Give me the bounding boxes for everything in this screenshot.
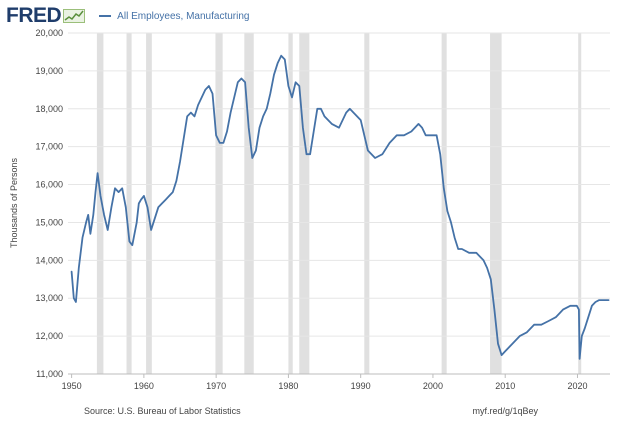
plot-background	[68, 33, 610, 374]
recession-band	[364, 33, 370, 374]
legend-label: All Employees, Manufacturing	[117, 10, 250, 22]
y-tick-label: 20,000	[35, 28, 63, 38]
legend: All Employees, Manufacturing	[99, 11, 249, 22]
x-tick-label: 2010	[495, 381, 515, 391]
recession-band	[578, 33, 582, 374]
x-tick-label: 1960	[134, 381, 154, 391]
y-tick-label: 19,000	[35, 66, 63, 76]
legend-swatch	[99, 15, 112, 17]
recession-band	[96, 33, 104, 374]
recession-band	[126, 33, 132, 374]
sparkline-logo-icon	[63, 9, 86, 23]
x-tick-label: 1970	[206, 381, 226, 391]
x-tick-label: 2000	[423, 381, 443, 391]
recession-band	[146, 33, 152, 374]
recession-band	[288, 33, 293, 374]
short-link[interactable]: myf.red/g/1qBey	[472, 406, 538, 416]
y-axis-ticks: 11,000 12,000 13,000 14,000 15,000 16,000 17,0…	[35, 28, 63, 379]
source-note: Source: U.S. Bureau of Labor Statistics	[84, 406, 241, 416]
recession-band	[299, 33, 310, 374]
fred-logo-text: FRED	[6, 4, 62, 27]
recession-band	[244, 33, 254, 374]
recession-band	[490, 33, 502, 374]
fred-logo[interactable]: FRED	[6, 4, 86, 28]
gridlines	[68, 32, 610, 375]
y-tick-label: 13,000	[35, 293, 63, 303]
series-line	[70, 54, 610, 360]
y-tick-label: 15,000	[35, 217, 63, 227]
y-axis-title: Thousands of Persons	[9, 157, 19, 248]
y-tick-label: 18,000	[35, 104, 63, 114]
x-tick-label: 1950	[62, 381, 82, 391]
y-tick-label: 16,000	[35, 180, 63, 190]
x-axis-ticks: 1950 1960 1970 1980 1990 2000 2010 2020	[62, 374, 587, 391]
recession-band	[441, 33, 447, 374]
series-layer	[70, 54, 610, 360]
y-tick-label: 11,000	[36, 369, 63, 379]
x-tick-label: 1980	[278, 381, 298, 391]
y-tick-label: 17,000	[35, 142, 63, 152]
y-tick-label: 12,000	[35, 331, 63, 341]
x-tick-label: 2020	[567, 381, 587, 391]
y-tick-label: 14,000	[35, 255, 63, 265]
chart-header: FRED All Employees, Manufacturing	[6, 4, 249, 28]
x-tick-label: 1990	[351, 381, 371, 391]
recession-shading	[96, 33, 582, 374]
recession-band	[215, 33, 223, 374]
